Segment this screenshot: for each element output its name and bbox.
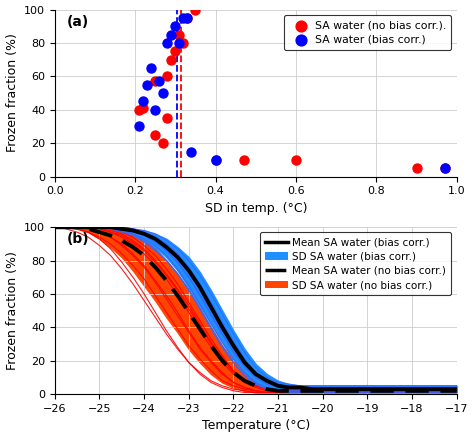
SA water (bias corr.) bbox=[164, 39, 171, 46]
SA water (bias corr.) bbox=[155, 78, 163, 85]
Text: (a): (a) bbox=[67, 14, 89, 28]
SA water (no bias corr.). bbox=[292, 156, 300, 163]
SA water (bias corr.) bbox=[139, 98, 147, 105]
SA water (no bias corr.). bbox=[441, 165, 448, 172]
SA water (no bias corr.). bbox=[413, 165, 420, 172]
SA water (no bias corr.). bbox=[164, 73, 171, 80]
SA water (bias corr.) bbox=[212, 156, 219, 163]
SA water (bias corr.) bbox=[160, 89, 167, 96]
SA water (no bias corr.). bbox=[176, 31, 183, 38]
SA water (bias corr.) bbox=[441, 165, 448, 172]
SA water (bias corr.) bbox=[144, 81, 151, 88]
SA water (no bias corr.). bbox=[164, 115, 171, 122]
Legend: SA water (no bias corr.)., SA water (bias corr.): SA water (no bias corr.)., SA water (bia… bbox=[284, 15, 451, 50]
SA water (no bias corr.). bbox=[240, 156, 247, 163]
X-axis label: Temperature (°C): Temperature (°C) bbox=[201, 420, 310, 432]
Y-axis label: Frozen fraction (%): Frozen fraction (%) bbox=[6, 34, 18, 152]
SA water (no bias corr.). bbox=[212, 156, 219, 163]
SA water (no bias corr.). bbox=[168, 56, 175, 63]
SA water (bias corr.) bbox=[136, 123, 143, 130]
SA water (no bias corr.). bbox=[136, 106, 143, 113]
SA water (no bias corr.). bbox=[160, 140, 167, 147]
SA water (no bias corr.). bbox=[139, 105, 147, 112]
SA water (no bias corr.). bbox=[180, 39, 187, 46]
SA water (no bias corr.). bbox=[183, 14, 191, 21]
SA water (no bias corr.). bbox=[152, 131, 159, 138]
SA water (bias corr.) bbox=[180, 14, 187, 21]
SA water (bias corr.) bbox=[168, 31, 175, 38]
SA water (no bias corr.). bbox=[191, 6, 199, 13]
Y-axis label: Frozen fraction (%): Frozen fraction (%) bbox=[6, 251, 18, 370]
Text: (b): (b) bbox=[67, 232, 90, 246]
Legend: Mean SA water (bias corr.), SD SA water (bias corr.), Mean SA water (no bias cor: Mean SA water (bias corr.), SD SA water … bbox=[260, 233, 452, 295]
SA water (bias corr.) bbox=[176, 39, 183, 46]
SA water (bias corr.) bbox=[147, 64, 155, 71]
SA water (no bias corr.). bbox=[172, 48, 179, 55]
X-axis label: SD in temp. (°C): SD in temp. (°C) bbox=[204, 202, 307, 215]
SA water (bias corr.) bbox=[172, 23, 179, 30]
SA water (bias corr.) bbox=[152, 106, 159, 113]
SA water (bias corr.) bbox=[183, 14, 191, 21]
SA water (bias corr.) bbox=[188, 148, 195, 155]
SA water (no bias corr.). bbox=[152, 78, 159, 85]
